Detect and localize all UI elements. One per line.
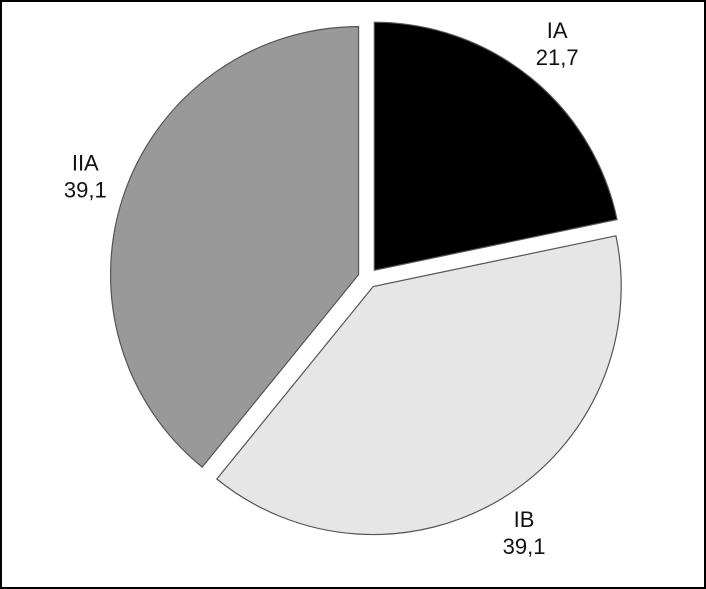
slice-label: IA	[547, 18, 568, 43]
slice-label: IIA	[72, 150, 99, 175]
value-label: 39,1	[64, 177, 107, 202]
slice-label: IB	[514, 507, 535, 532]
pie-slice	[109, 26, 360, 468]
pie-slice	[373, 21, 618, 271]
value-label: 39,1	[503, 534, 546, 559]
value-label: 21,7	[536, 45, 579, 70]
pie-slice	[215, 235, 622, 536]
